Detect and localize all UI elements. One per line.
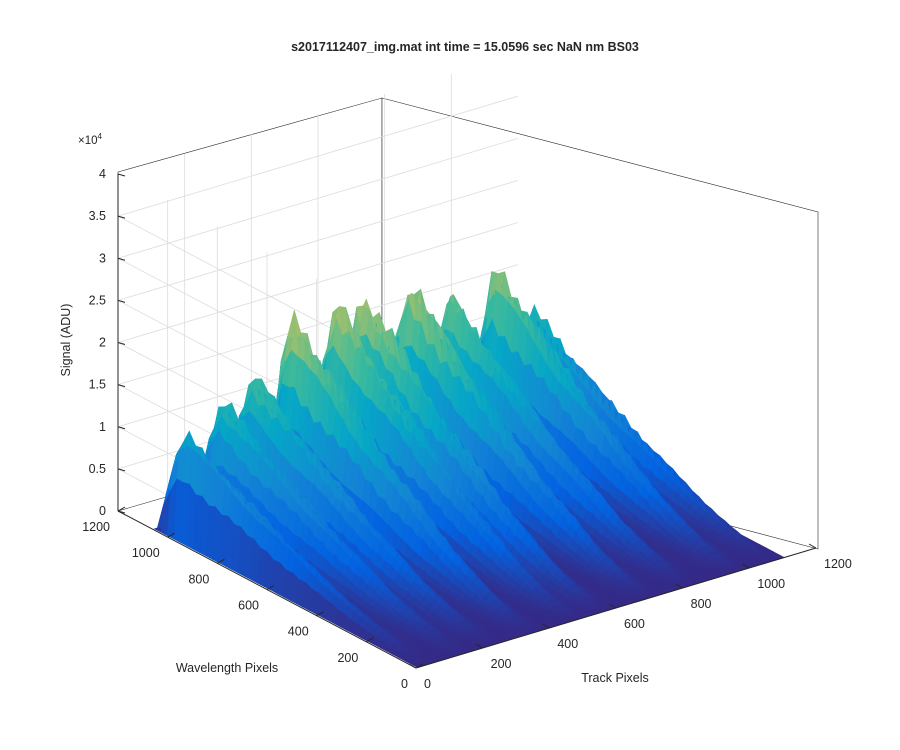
chart-title: s2017112407_img.mat int time = 15.0596 s… (291, 40, 639, 54)
signal-surface (153, 271, 786, 668)
